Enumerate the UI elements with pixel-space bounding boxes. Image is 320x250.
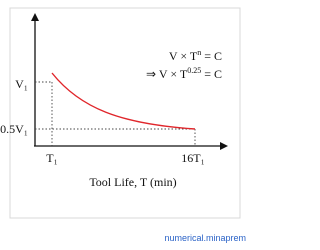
equation-base: V × T bbox=[169, 49, 198, 63]
tool-life-curve bbox=[51, 72, 196, 130]
t16-label: 16T₁ bbox=[181, 151, 205, 165]
frame bbox=[9, 7, 241, 219]
equation-sup: n bbox=[197, 48, 201, 57]
equation-rest: = C bbox=[201, 67, 222, 81]
half-v1-label: 0.5V₁ bbox=[0, 122, 28, 136]
equation-sup: 0.25 bbox=[187, 66, 201, 75]
equation-rest: = C bbox=[201, 49, 222, 63]
watermark: numerical.minaprem bbox=[164, 233, 246, 243]
diagram: V₁ 0.5V₁ T₁ 16T₁ Tool Life, T (min) V × … bbox=[0, 7, 246, 243]
t1-label: T₁ bbox=[46, 151, 58, 165]
equation: ⇒ V × T0.25 = C bbox=[146, 66, 222, 81]
x-axis-label: Tool Life, T (min) bbox=[89, 175, 176, 189]
equation-base: ⇒ V × T bbox=[146, 67, 188, 81]
v1-label: V₁ bbox=[15, 77, 28, 91]
equation: V × Tn = C bbox=[169, 48, 222, 63]
